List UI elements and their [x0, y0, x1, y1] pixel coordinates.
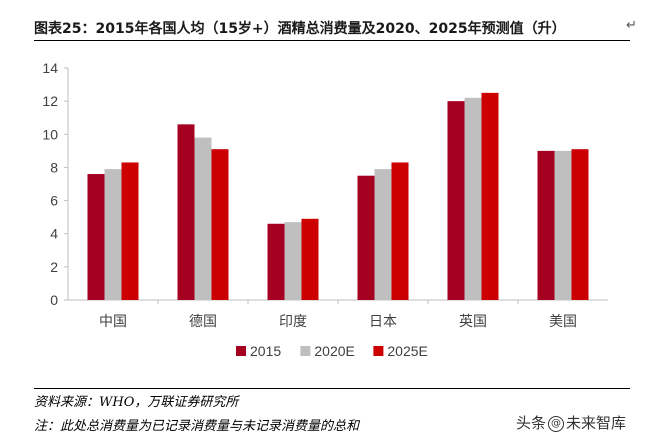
- y-tick-label: 10: [42, 126, 58, 142]
- watermark: 头条 @ 未来智库: [516, 412, 626, 433]
- y-tick-label: 0: [50, 292, 58, 308]
- legend-swatch-2020E: [300, 346, 311, 356]
- bar-2025E: [571, 149, 589, 300]
- bar-2020E: [554, 150, 572, 300]
- watermark-brand: 未来智库: [566, 414, 627, 432]
- watermark-prefix: 头条: [516, 414, 547, 432]
- notes-divider: [34, 388, 630, 389]
- x-tick-label: 英国: [459, 313, 487, 330]
- legend-label-2025E: 2025E: [387, 343, 427, 359]
- return-mark-icon: ↵: [626, 18, 637, 33]
- x-tick-label: 德国: [189, 314, 217, 330]
- bar-2025E: [121, 162, 139, 300]
- bar-2025E: [211, 149, 229, 300]
- bar-2025E: [481, 92, 499, 300]
- y-tick-label: 2: [50, 259, 58, 275]
- bar-2015: [267, 223, 285, 300]
- chart-title: 图表25：2015年各国人均（15岁+）酒精总消费量及2020、2025年预测值…: [34, 21, 566, 37]
- legend-label-2015: 2015: [250, 343, 281, 359]
- source-note: 资料来源：WHO，万联证券研究所: [34, 395, 239, 410]
- x-tick-label: 日本: [369, 314, 397, 330]
- x-tick-label: 印度: [279, 314, 307, 330]
- bar-2015: [357, 175, 375, 300]
- legend-swatch-2025E: [373, 346, 384, 356]
- bar-2015: [447, 101, 465, 301]
- bar-2020E: [194, 137, 212, 300]
- bar-2015: [537, 150, 555, 300]
- bar-2020E: [374, 169, 392, 300]
- y-tick-label: 8: [50, 159, 58, 175]
- bar-2020E: [464, 97, 482, 300]
- y-tick-label: 14: [42, 60, 58, 76]
- at-icon: @: [548, 415, 565, 432]
- bar-2015: [87, 174, 105, 300]
- bar-2025E: [391, 162, 409, 300]
- title-divider: [34, 40, 630, 41]
- bar-2025E: [301, 218, 319, 300]
- legend-label-2020E: 2020E: [314, 343, 354, 359]
- footnote: 注：此处总消费量为已记录消费量与未记录消费量的总和: [34, 419, 360, 434]
- x-tick-label: 中国: [99, 314, 127, 330]
- legend-swatch-2015: [236, 346, 246, 356]
- bar-2015: [177, 124, 195, 300]
- x-tick-label: 美国: [549, 314, 577, 330]
- bar-chart: 0 2 4 6 8 10 12 14 中国 德国 印度 日本 英国 美国 2015 2020E 2025E: [42, 60, 608, 359]
- y-tick-label: 6: [50, 193, 58, 209]
- y-tick-label: 4: [50, 226, 58, 242]
- y-tick-label: 12: [42, 93, 58, 109]
- bar-2020E: [284, 222, 302, 300]
- bar-2020E: [104, 169, 122, 300]
